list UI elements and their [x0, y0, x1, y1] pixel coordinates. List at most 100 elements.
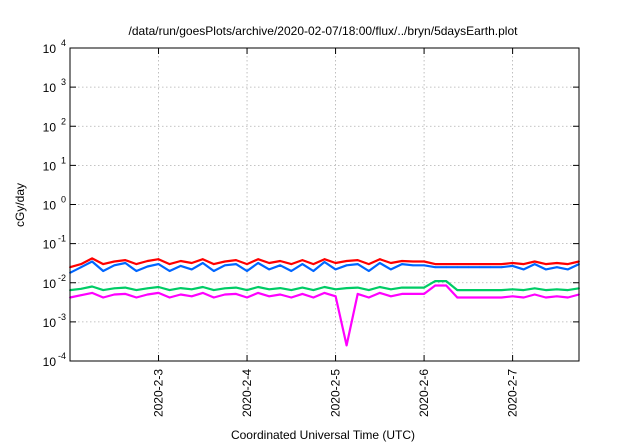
y-tick-label: 10	[43, 316, 57, 330]
data-point	[80, 294, 82, 297]
data-point	[91, 292, 93, 294]
data-point	[412, 293, 414, 295]
y-tick-exponent: 3	[61, 77, 66, 87]
data-point	[478, 266, 481, 269]
data-point	[146, 265, 149, 268]
data-point	[257, 292, 259, 294]
data-point	[356, 286, 359, 289]
y-tick-exponent: 1	[61, 155, 66, 165]
data-point	[412, 264, 414, 267]
data-point	[423, 293, 425, 295]
data-point	[367, 270, 370, 272]
data-point	[246, 263, 248, 265]
x-tick-labels: 2020-2-3 2020-2-4 2020-2-5 2020-2-6 2020-2-7	[152, 369, 520, 417]
y-tick-label: 10	[43, 355, 57, 369]
data-point	[533, 260, 536, 263]
data-point	[257, 258, 259, 261]
data-point	[345, 344, 348, 347]
data-point	[345, 260, 348, 262]
data-point	[478, 263, 481, 265]
data-point	[157, 263, 160, 265]
data-point	[168, 289, 171, 291]
data-point	[478, 289, 481, 291]
series-layer	[69, 257, 580, 347]
data-point	[489, 289, 492, 291]
data-point	[544, 268, 547, 271]
data-point	[345, 264, 348, 267]
data-point	[345, 287, 348, 289]
data-point	[235, 259, 237, 261]
data-point	[467, 263, 470, 265]
data-point	[567, 263, 569, 265]
data-point	[500, 296, 503, 299]
data-point	[113, 264, 116, 267]
data-point	[544, 263, 547, 265]
data-point	[390, 262, 392, 264]
data-point	[378, 292, 381, 294]
data-point	[456, 289, 459, 291]
data-point	[367, 296, 370, 299]
data-point	[124, 293, 127, 295]
data-point	[279, 287, 282, 289]
data-point	[556, 295, 558, 298]
data-point	[301, 259, 304, 261]
data-point	[533, 287, 536, 290]
data-point	[102, 289, 105, 291]
data-point	[146, 293, 149, 296]
data-point	[511, 265, 514, 267]
data-point	[212, 296, 215, 299]
data-point	[212, 270, 215, 272]
data-point	[356, 259, 359, 261]
data-point	[268, 268, 271, 271]
y-tick-label: 10	[43, 159, 57, 173]
data-point	[522, 263, 525, 265]
data-point	[102, 270, 105, 272]
data-point	[467, 289, 470, 291]
data-point	[312, 270, 315, 272]
data-point	[434, 263, 437, 265]
data-point	[489, 263, 492, 265]
data-point	[500, 266, 503, 269]
data-point	[390, 268, 392, 271]
data-point	[190, 268, 193, 271]
data-point	[224, 287, 226, 290]
y-tick-label: 10	[43, 199, 57, 213]
data-point	[179, 260, 182, 262]
y-axis-label: cGy/day	[13, 183, 27, 227]
data-point	[168, 263, 171, 265]
data-point	[522, 296, 525, 299]
data-point	[80, 263, 82, 265]
data-point	[179, 293, 182, 296]
data-point	[246, 296, 248, 299]
ticks	[70, 47, 579, 362]
data-point	[290, 263, 293, 265]
data-point	[113, 260, 116, 263]
data-point	[423, 260, 425, 263]
data-point	[290, 289, 293, 291]
data-point	[522, 268, 525, 271]
data-point	[434, 266, 437, 269]
data-point	[323, 261, 326, 263]
data-point	[412, 286, 414, 289]
data-point	[201, 292, 204, 294]
data-point	[246, 270, 248, 272]
y-tick-exponent: 0	[61, 195, 66, 205]
data-point	[445, 284, 448, 287]
x-tick-label: 2020-2-3	[152, 369, 166, 417]
data-point	[456, 296, 459, 299]
data-point	[412, 260, 414, 263]
data-point	[312, 263, 315, 265]
data-point	[235, 263, 237, 265]
data-point	[445, 263, 448, 265]
data-point	[224, 260, 226, 263]
data-point	[401, 260, 403, 262]
data-point	[279, 260, 282, 262]
data-point	[257, 286, 259, 288]
data-point	[91, 257, 93, 260]
data-point	[124, 262, 127, 264]
y-tick-exponent: 2	[61, 116, 66, 126]
data-point	[80, 266, 82, 269]
data-point	[522, 289, 525, 291]
